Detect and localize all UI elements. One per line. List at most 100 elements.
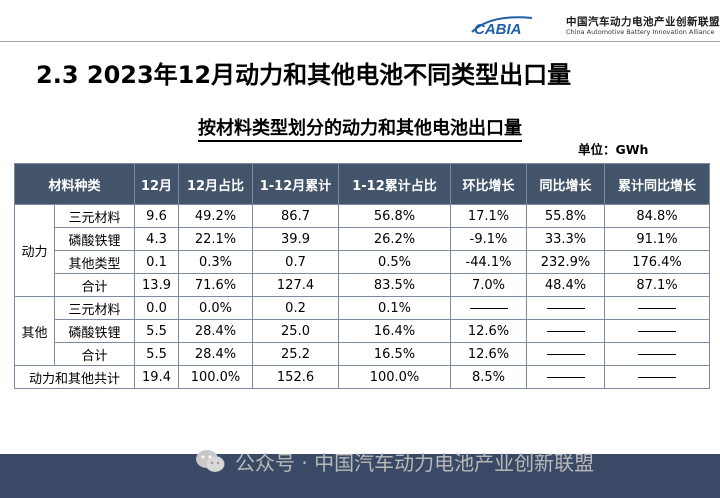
table-row: 动力 三元材料 9.6 49.2% 86.7 56.8% 17.1% 55.8%… [14,204,711,297]
table-row: 合计 5.5 28.4% 25.2 16.5% 12.6% [15,342,711,366]
cell-dec: 0.1 [134,250,180,274]
cell-ytd-share: 0.5% [338,250,452,274]
group-label-power: 动力 [14,204,55,297]
table-row: 其他 三元材料 0.0 0.0% 0.2 0.1% [14,296,711,366]
cell-ytd-share: 56.8% [338,204,452,228]
col-dec-share: 12月占比 [178,163,254,205]
cell-ytd-yoy: 84.8% [604,204,711,228]
cell-yoy-empty [526,365,606,389]
slide-title: 2.3 2023年12月动力和其他电池不同类型出口量 [36,61,572,89]
cell-ytd: 39.9 [252,227,340,251]
table-header-row: 材料种类 12月 12月占比 1-12月累计 1-12累计占比 环比增长 同比增… [13,163,711,205]
cell-type: 合计 [53,273,136,297]
logo-text: CABIA [474,21,522,38]
dash-mark [638,330,677,332]
cell-ytd: 0.2 [252,296,340,320]
cabia-logo: CABIA 中国汽车动力电池产业创新联盟 China Automotive Ba… [470,8,720,38]
cell-mom: 17.1% [450,204,528,228]
col-dec: 12月 [134,163,180,205]
watermark-text: 公众号 · 中国汽车动力电池产业创新联盟 [235,450,595,475]
cell-ytd: 86.7 [252,204,340,228]
dash-mark [638,353,677,355]
unit-label: 单位：GWh [578,142,649,157]
cell-ytd: 152.6 [252,365,340,389]
cell-ytd-yoy: 91.1% [604,227,711,251]
cell-ytd-share: 100.0% [338,365,452,389]
col-yoy: 同比增长 [526,163,606,205]
org-name-en: China Automotive Battery Innovation Alli… [566,28,715,36]
cell-dec-share: 28.4% [178,342,254,366]
cell-ytd-yoy-empty [604,342,711,366]
cell-type: 合计 [53,342,136,366]
cell-type: 磷酸铁锂 [53,319,136,343]
cell-dec: 9.6 [134,204,180,228]
cell-dec-share: 0.0% [178,296,254,320]
cell-dec-share: 22.1% [178,227,254,251]
cell-yoy: 33.3% [526,227,606,251]
col-ytd: 1-12月累计 [252,163,340,205]
header-divider [0,41,720,42]
cell-type: 其他类型 [53,250,136,274]
col-ytd-yoy: 累计同比增长 [604,163,711,205]
grand-total-label: 动力和其他共计 [13,365,136,389]
cell-dec-share: 100.0% [178,365,254,389]
cell-type: 三元材料 [53,204,136,228]
cell-dec-share: 49.2% [178,204,254,228]
org-name-cn: 中国汽车动力电池产业创新联盟 [566,16,720,28]
cell-yoy: 55.8% [526,204,606,228]
col-mom: 环比增长 [450,163,528,205]
cell-mom: 8.5% [450,365,528,389]
cell-mom: 12.6% [450,342,528,366]
cell-dec: 4.3 [134,227,180,251]
col-ytd-share: 1-12累计占比 [338,163,452,205]
cell-dec: 5.5 [134,319,180,343]
cabia-logo-icon: CABIA [471,16,533,38]
cell-ytd-share: 83.5% [338,273,452,297]
cell-ytd-share: 16.4% [338,319,452,343]
dash-mark [638,307,677,309]
footer-band [0,454,720,498]
cell-dec: 13.9 [134,273,180,297]
table-row: 磷酸铁锂 5.5 28.4% 25.0 16.4% 12.6% [15,319,711,343]
dash-mark [546,353,585,355]
cell-ytd-share: 0.1% [338,296,452,320]
cell-mom: -44.1% [450,250,528,274]
cell-ytd-yoy: 176.4% [604,250,711,274]
cell-ytd: 0.7 [252,250,340,274]
cell-dec: 5.5 [134,342,180,366]
cell-mom: 12.6% [450,319,528,343]
group-label-other: 其他 [14,296,55,366]
table-title: 按材料类型划分的动力和其他电池出口量 [0,114,720,142]
cell-mom: -9.1% [450,227,528,251]
cell-ytd: 25.0 [252,319,340,343]
export-table: 材料种类 12月 12月占比 1-12月累计 1-12累计占比 环比增长 同比增… [13,163,711,389]
cell-dec: 19.4 [134,365,180,389]
table-row: 合计 13.9 71.6% 127.4 83.5% 7.0% 48.4% 87.… [15,273,711,297]
cell-ytd-yoy-empty [604,319,711,343]
col-material: 材料种类 [13,163,136,205]
watermark: 公众号 · 中国汽车动力电池产业创新联盟 [195,446,594,476]
dash-mark [546,307,585,309]
cell-dec-share: 0.3% [178,250,254,274]
cell-yoy: 48.4% [526,273,606,297]
table-row: 磷酸铁锂 4.3 22.1% 39.9 26.2% -9.1% 33.3% 91… [15,227,711,251]
table-row-grand-total: 动力和其他共计 19.4 100.0% 152.6 100.0% 8.5% [13,365,711,389]
cell-mom-empty [450,296,528,320]
cell-yoy-empty [526,296,606,320]
cell-dec-share: 71.6% [178,273,254,297]
cell-ytd-yoy-empty [604,365,711,389]
cell-dec-share: 28.4% [178,319,254,343]
cell-yoy: 232.9% [526,250,606,274]
cell-type: 三元材料 [53,296,136,320]
wechat-icon [196,450,225,472]
cell-ytd-share: 16.5% [338,342,452,366]
cell-yoy-empty [526,319,606,343]
cell-ytd: 25.2 [252,342,340,366]
dash-mark [546,376,585,378]
cell-ytd-yoy: 87.1% [604,273,711,297]
dash-mark [546,330,585,332]
table-row: 其他类型 0.1 0.3% 0.7 0.5% -44.1% 232.9% 176… [15,250,711,274]
cell-type: 磷酸铁锂 [53,227,136,251]
dash-mark [638,376,677,378]
table-title-text: 按材料类型划分的动力和其他电池出口量 [198,118,522,142]
